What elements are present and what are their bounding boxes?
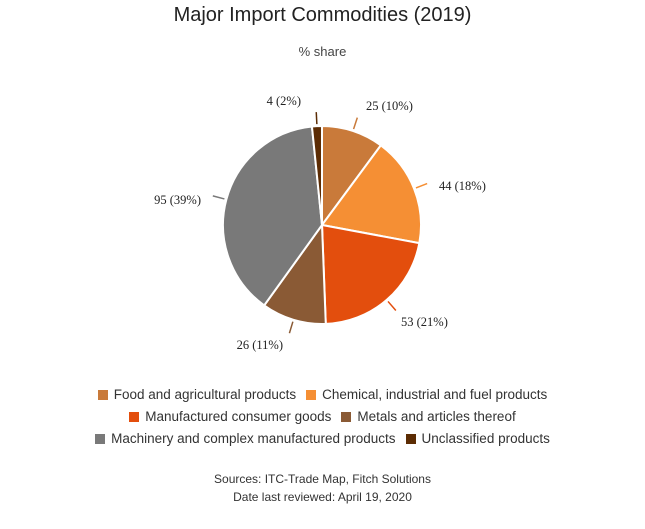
legend-item: Food and agricultural products xyxy=(97,387,297,402)
legend-swatch xyxy=(341,411,352,422)
legend-item: Unclassified products xyxy=(405,431,550,446)
data-label-1: 25 (10%) xyxy=(366,99,413,113)
data-label-5: 95 (39%) xyxy=(154,193,201,207)
leader-line-5 xyxy=(212,195,225,200)
legend-item: Chemical, industrial and fuel products xyxy=(306,387,547,402)
chart-footer: Sources: ITC-Trade Map, Fitch Solutions … xyxy=(0,470,645,506)
legend: Food and agricultural products Chemical, … xyxy=(0,384,645,450)
legend-swatch xyxy=(306,389,317,400)
legend-item: Metals and articles thereof xyxy=(341,409,516,424)
pie-slice-6 xyxy=(310,124,323,226)
data-label-6: 4 (2%) xyxy=(267,94,301,108)
pie-slice-3 xyxy=(320,223,421,325)
leader-line-1 xyxy=(352,117,359,130)
legend-label: Unclassified products xyxy=(421,431,550,446)
data-label-4: 26 (11%) xyxy=(237,338,283,352)
leader-line-3 xyxy=(387,300,397,312)
data-label-2: 44 (18%) xyxy=(439,179,486,193)
legend-swatch xyxy=(129,411,140,422)
legend-item: Machinery and complex manufactured produ… xyxy=(95,431,396,446)
legend-label: Manufactured consumer goods xyxy=(145,409,332,424)
legend-row: Food and agricultural products Chemical, … xyxy=(0,384,645,405)
legend-swatch xyxy=(405,433,416,444)
legend-label: Food and agricultural products xyxy=(113,387,297,402)
legend-row: Manufactured consumer goods Metals and ar… xyxy=(0,406,645,427)
sources-text: Sources: ITC-Trade Map, Fitch Solutions xyxy=(214,472,431,486)
leader-line-2 xyxy=(415,182,428,189)
legend-swatch xyxy=(95,433,106,444)
legend-label: Metals and articles thereof xyxy=(357,409,516,424)
pie-chart: 25 (10%) 44 (18%) 53 (21%) 26 (11%) 95 (39%)… xyxy=(154,94,486,352)
pie-slice-5 xyxy=(222,125,324,307)
pie-slice-2 xyxy=(320,143,422,245)
legend-item: Manufactured consumer goods xyxy=(129,409,331,424)
leader-line-6 xyxy=(315,112,318,125)
chart-subtitle: % share xyxy=(298,44,347,59)
chart-title: Major Import Commodities (2019) xyxy=(173,4,472,26)
leader-line-4 xyxy=(288,321,294,334)
date-reviewed-text: Date last reviewed: April 19, 2020 xyxy=(233,490,412,504)
legend-swatch xyxy=(97,389,108,400)
legend-label: Machinery and complex manufactured produ… xyxy=(111,431,396,446)
legend-row: Machinery and complex manufactured produ… xyxy=(0,428,645,449)
data-label-3: 53 (21%) xyxy=(401,315,448,329)
legend-label: Chemical, industrial and fuel products xyxy=(322,387,548,402)
